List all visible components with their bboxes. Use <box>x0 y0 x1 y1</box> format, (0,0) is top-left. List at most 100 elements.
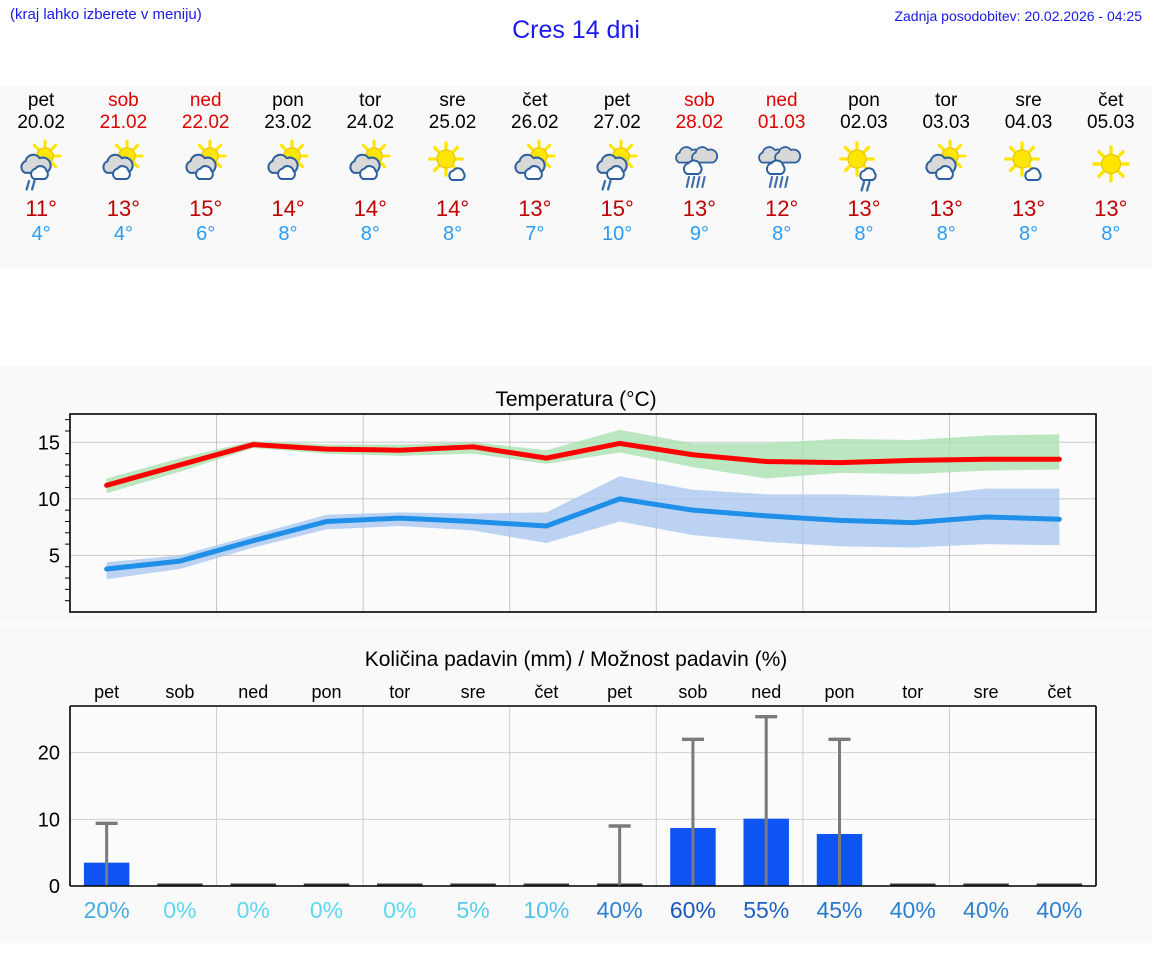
precipitation-chart-plot: pet sob ned pon tor sre čet pet sob ned pon tor sre č… <box>38 682 1097 923</box>
min-temperature-value: 8° <box>772 223 792 245</box>
partly-cloudy-icon <box>257 136 319 194</box>
min-temperature-value: 8° <box>1101 223 1121 245</box>
day-of-week-label: pon <box>848 90 880 111</box>
max-temperature-value: 12° <box>765 196 799 221</box>
y-axis-tick-label: 15 <box>38 432 60 454</box>
precipitation-day-label: pon <box>824 682 854 702</box>
y-axis-tick-label: 10 <box>38 809 60 831</box>
max-temperature-value: 14° <box>435 196 470 221</box>
partly-cloudy-icon <box>504 136 566 194</box>
min-temperature-value: 8° <box>936 223 956 245</box>
y-axis-tick-label: 0 <box>49 876 60 898</box>
y-axis-tick-label: 10 <box>38 489 60 511</box>
min-temperature-value: 8° <box>854 223 874 245</box>
day-date-label: 03.03 <box>922 112 970 133</box>
precipitation-day-label: tor <box>902 682 923 702</box>
partly-cloudy-icon <box>175 136 237 194</box>
day-column[interactable]: ned 01.03 12° 8° <box>741 86 823 268</box>
precipitation-bar <box>523 883 570 886</box>
day-column[interactable]: sob 28.02 13° 9° <box>658 86 740 268</box>
max-temperature-value: 13° <box>929 196 963 221</box>
y-axis-tick-label: 20 <box>38 743 60 765</box>
day-date-label: 24.02 <box>346 112 395 133</box>
day-column[interactable]: čet 26.02 13° 7° <box>494 86 576 268</box>
day-date-label: 04.03 <box>1004 112 1053 133</box>
precipitation-whisker <box>608 824 631 886</box>
uncertainty-band <box>106 429 1060 494</box>
day-of-week-label: sre <box>439 90 466 111</box>
precipitation-bar <box>303 883 350 886</box>
min-temperature-value: 9° <box>689 223 709 245</box>
menu-hint-text: (kraj lahko izberete v meniju) <box>10 6 202 23</box>
precipitation-probability-label: 40% <box>597 897 643 923</box>
precipitation-day-label: ned <box>751 682 781 702</box>
rain-cloud-icon <box>751 136 813 194</box>
max-temperature-value: 13° <box>682 196 717 221</box>
day-date-label: 22.02 <box>181 112 230 133</box>
last-updated-text: Zadnja posodobitev: 20.02.2026 - 04:25 <box>894 8 1142 24</box>
min-temperature-value: 4° <box>113 223 133 245</box>
day-date-label: 25.02 <box>428 112 477 133</box>
day-date-label: 28.02 <box>675 112 724 133</box>
partly-cloudy-rain-icon <box>10 136 72 194</box>
day-column[interactable]: tor 24.02 14° 8° <box>329 86 411 268</box>
temperature-series-line <box>104 496 1062 572</box>
min-temperature-value: 4° <box>31 223 51 245</box>
day-of-week-label: čet <box>1098 90 1124 111</box>
precipitation-probability-label: 0% <box>237 897 270 923</box>
day-column[interactable]: pon 23.02 14° 8° <box>247 86 329 268</box>
mostly-sunny-rain-icon <box>833 136 895 194</box>
precipitation-bar <box>230 883 276 886</box>
precipitation-chart-panel: Količina padavin (mm) / Možnost padavin … <box>0 625 1152 943</box>
max-temperature-value: 13° <box>1094 196 1128 221</box>
partly-cloudy-rain-icon <box>586 136 648 194</box>
day-date-label: 26.02 <box>511 112 559 133</box>
day-of-week-label: pet <box>603 90 631 111</box>
precipitation-whisker <box>681 737 704 886</box>
day-column[interactable]: pet 27.02 15° 10° <box>576 86 658 268</box>
day-date-label: 21.02 <box>99 112 148 133</box>
min-temperature-value: 8° <box>1018 223 1039 245</box>
max-temperature-value: 15° <box>189 196 223 221</box>
precipitation-day-label: sob <box>165 682 194 702</box>
day-column[interactable]: pon 02.03 13° 8° <box>823 86 905 268</box>
precipitation-probability-label: 60% <box>670 897 716 923</box>
mostly-sunny-icon <box>422 136 484 194</box>
precipitation-probability-label: 5% <box>456 897 489 923</box>
precipitation-whisker <box>95 821 118 886</box>
precipitation-bar <box>890 883 936 886</box>
max-temperature-value: 13° <box>518 196 552 221</box>
precipitation-day-label: sre <box>461 682 486 702</box>
precipitation-probability-label: 40% <box>890 897 936 923</box>
precipitation-probability-label: 45% <box>816 897 862 923</box>
day-column[interactable]: sob 21.02 13° 4° <box>82 86 164 268</box>
min-temperature-value: 6° <box>196 223 216 245</box>
precipitation-day-label: sre <box>974 682 999 702</box>
precipitation-probability-label: 20% <box>84 897 130 923</box>
temperature-chart-plot: 5 10 15 <box>38 413 1097 613</box>
y-axis-tick-label: 5 <box>49 545 60 567</box>
day-date-label: 23.02 <box>264 112 312 133</box>
precipitation-day-label: pon <box>311 682 341 702</box>
precipitation-probability-label: 0% <box>383 897 416 923</box>
day-column[interactable]: sre 04.03 13° 8° <box>987 86 1069 268</box>
day-of-week-label: sob <box>684 90 715 111</box>
max-temperature-value: 13° <box>106 196 141 221</box>
precipitation-day-label: pet <box>607 682 632 702</box>
day-of-week-label: pon <box>272 90 304 111</box>
day-of-week-label: čet <box>522 90 548 111</box>
day-column[interactable]: pet 20.02 11° 4° <box>0 86 82 268</box>
max-temperature-value: 15° <box>600 196 634 221</box>
max-temperature-value: 11° <box>25 196 57 221</box>
uncertainty-band <box>106 476 1060 580</box>
day-column[interactable]: ned 22.02 15° 6° <box>165 86 247 268</box>
precipitation-whisker <box>828 737 851 886</box>
precipitation-day-label: sob <box>678 682 707 702</box>
precipitation-bar <box>1036 883 1083 886</box>
precipitation-probability-label: 55% <box>743 897 789 923</box>
day-of-week-label: pet <box>27 90 55 111</box>
day-column[interactable]: čet 05.03 13° 8° <box>1070 86 1152 268</box>
day-column[interactable]: tor 03.03 13° 8° <box>905 86 987 268</box>
day-column[interactable]: sre 25.02 14° 8° <box>411 86 493 268</box>
